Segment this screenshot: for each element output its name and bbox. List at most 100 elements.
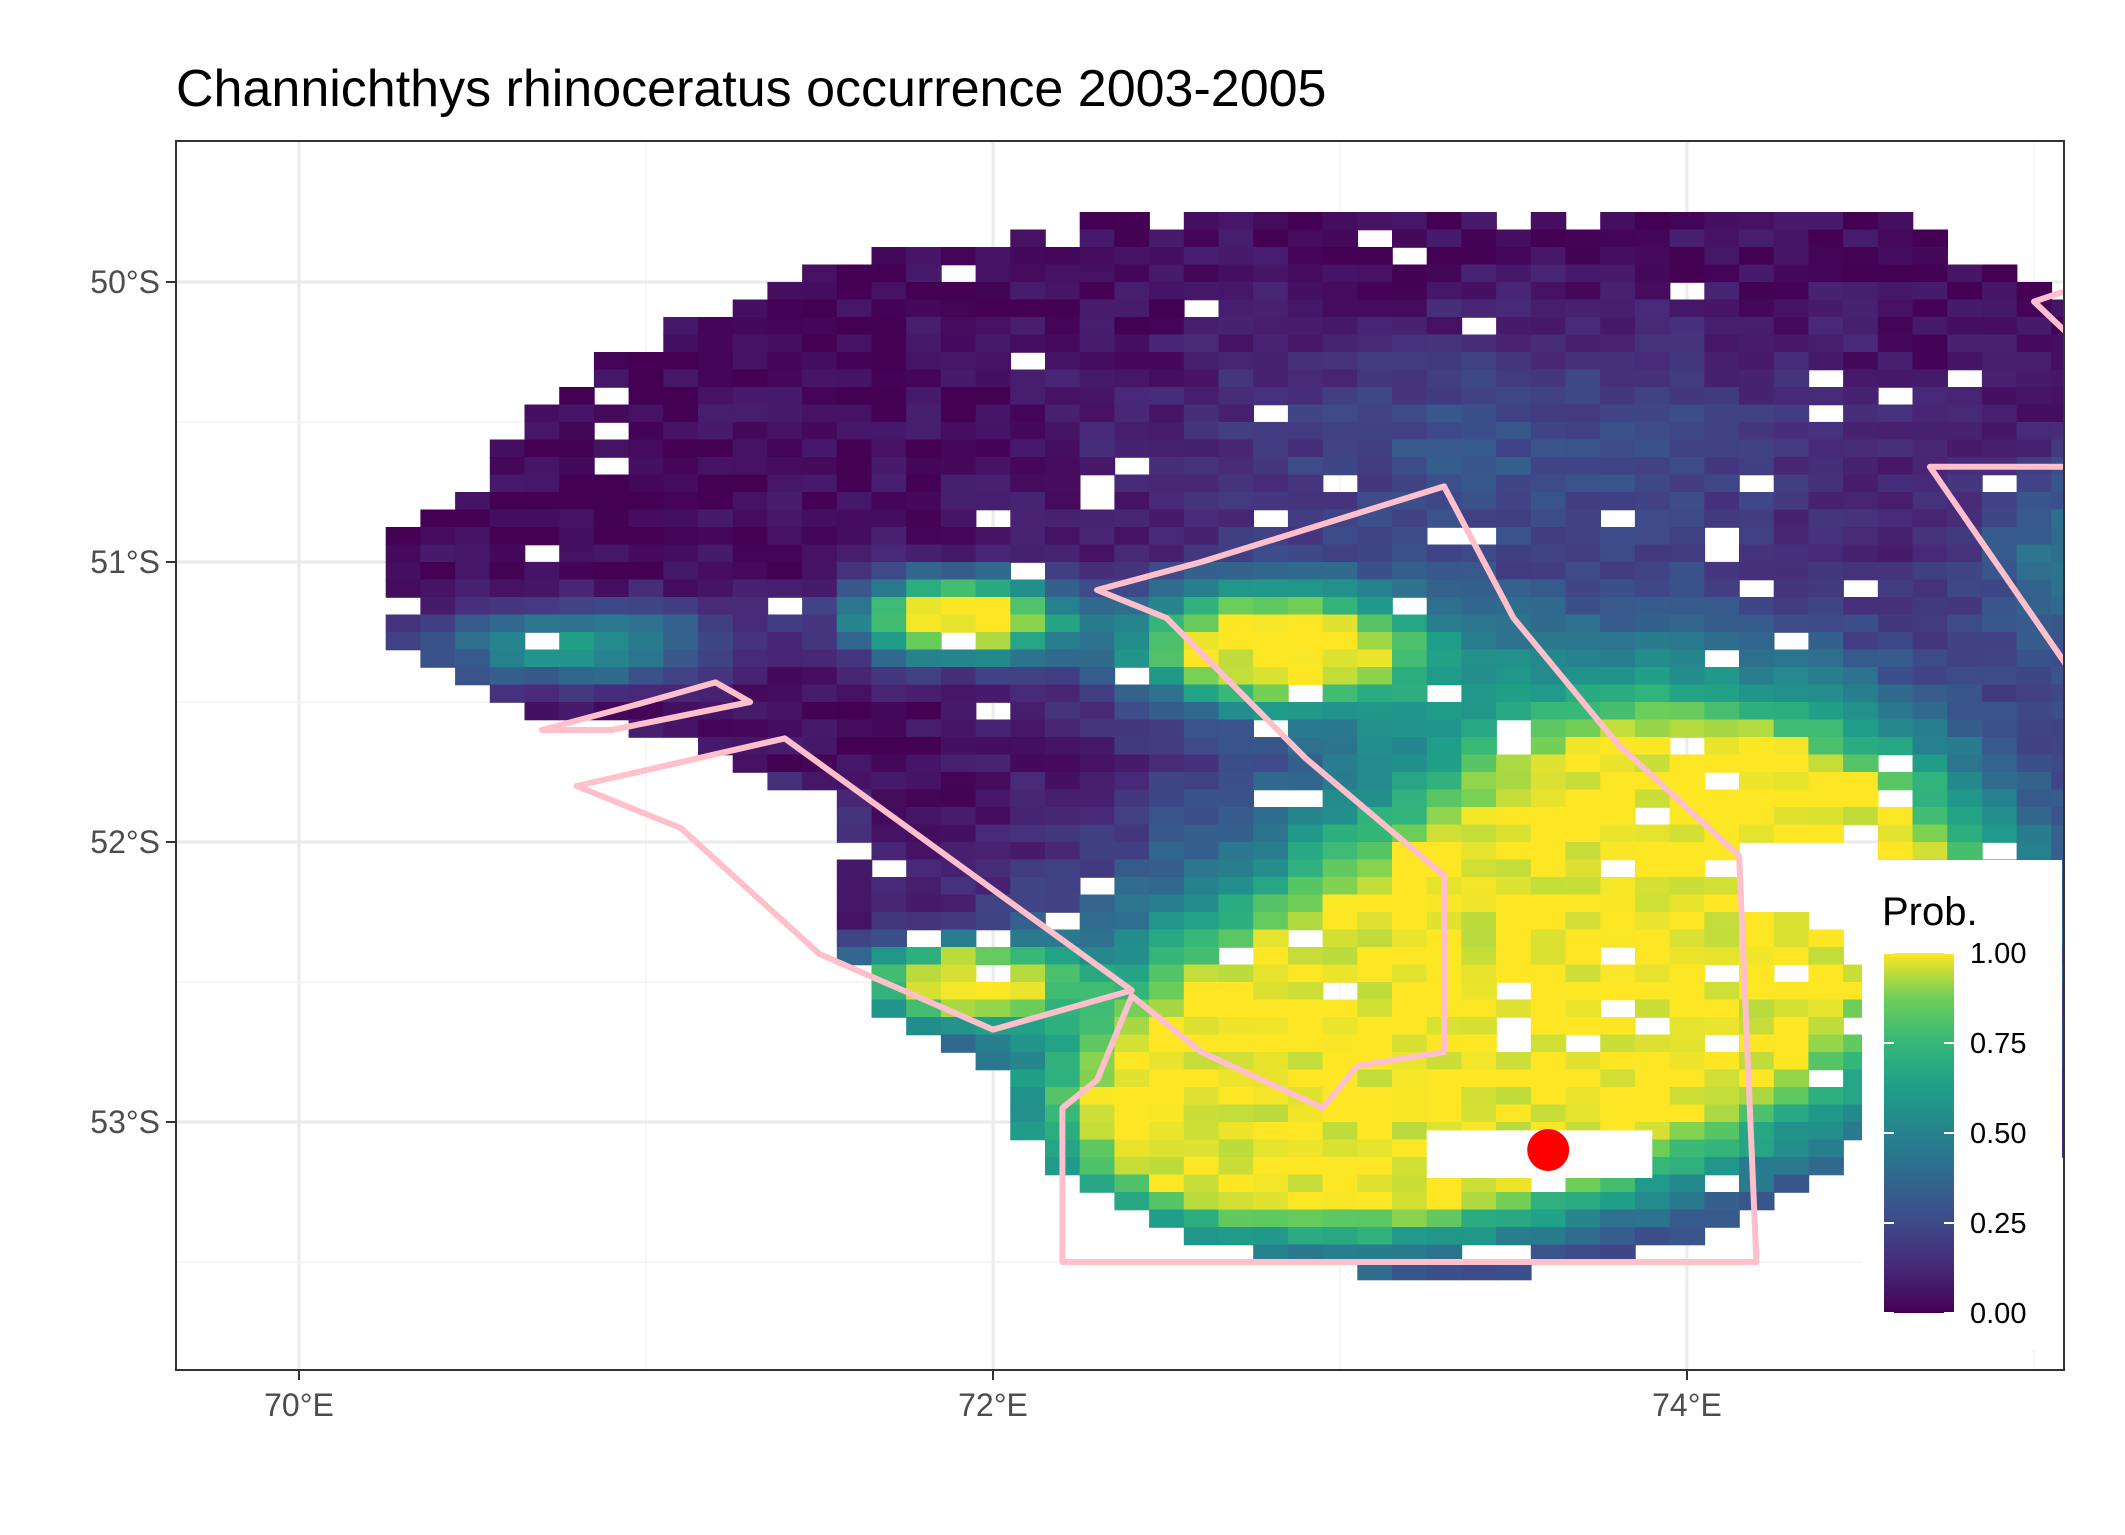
heatmap-cell [1773,1017,1810,1036]
heatmap-cell [1426,1262,1463,1281]
heatmap-cell [698,614,734,633]
heatmap-cell [1496,422,1532,441]
heatmap-cell [1426,457,1463,476]
heatmap-cell [871,667,907,686]
heatmap-cell [1565,1244,1601,1263]
heatmap-cell [1357,387,1393,406]
heatmap-cell [1704,1052,1740,1071]
heatmap-cell [940,614,977,633]
heatmap-cell [1912,789,1948,808]
heatmap-cell [2121,807,2125,825]
heatmap-cell [2016,492,2053,511]
heatmap-cell [2086,1052,2122,1070]
heatmap-cell [1045,964,1081,983]
heatmap-cell [1218,807,1254,826]
heatmap-cell [1253,562,1289,581]
heatmap-cell [698,422,734,441]
heatmap-cell [1392,737,1428,756]
heatmap-cell [2016,684,2053,703]
heatmap-cell [975,439,1012,458]
heatmap-cell [940,492,977,511]
heatmap-cell [1634,562,1671,581]
heatmap-cell [1183,457,1220,476]
heatmap-cell [1253,597,1289,616]
heatmap-cell [1669,754,1706,773]
heatmap-cell [836,614,873,633]
heatmap-cell [1704,1087,1740,1106]
heatmap-cell [1634,334,1671,353]
heatmap-cell [593,544,630,563]
heatmap-cell [906,509,942,528]
heatmap-cell [906,579,942,598]
heatmap-cell [1530,212,1567,231]
heatmap-cell [906,562,942,581]
heatmap-cell [2121,1140,2125,1158]
heatmap-cell [1669,859,1706,878]
heatmap-cell [1496,544,1532,563]
heatmap-cell [1357,614,1393,633]
heatmap-cell [871,877,907,896]
heatmap-cell [1808,824,1844,843]
heatmap-cell [1739,247,1775,266]
heatmap-cell [1981,807,2018,826]
area-outline [573,735,1135,1033]
heatmap-cell [1392,474,1428,493]
heatmap-cell [1322,579,1359,598]
heatmap-cell [1218,1034,1254,1053]
heatmap-cell [1045,842,1081,861]
heatmap-cell [1114,964,1150,983]
heatmap-cell [1426,719,1463,738]
heatmap-cell [2121,580,2125,598]
heatmap-cell [1114,264,1150,283]
heatmap-cell [1149,1052,1185,1071]
heatmap-cell [1253,317,1289,336]
heatmap-cell [975,527,1012,546]
heatmap-cell [1739,264,1775,283]
heatmap-cell [1739,947,1775,966]
heatmap-cell [559,597,595,616]
heatmap-cell [1912,597,1948,616]
heatmap-cell [1877,404,1914,423]
heatmap-cell [1565,614,1601,633]
heatmap-cell [1496,1087,1532,1106]
heatmap-cell [836,859,873,878]
heatmap-cell [1669,982,1706,1001]
heatmap-cell [1183,229,1220,248]
y-tick-label: 53°S [90,1104,160,1140]
heatmap-cell [1669,422,1706,441]
heatmap-cell [1149,474,1185,493]
heatmap-cell [1912,299,1948,318]
heatmap-cell [975,632,1012,651]
heatmap-cell [1739,1104,1775,1123]
heatmap-cell [1600,1244,1636,1263]
heatmap-cell [1426,772,1463,791]
heatmap-cell [1600,474,1636,493]
heatmap-cell [1843,352,1879,371]
heatmap-cell [767,702,803,721]
heatmap-cell [1565,859,1601,878]
heatmap-cell [1357,772,1393,791]
heatmap-cell [1218,579,1254,598]
heatmap-cell [2086,440,2122,458]
heatmap-cell [1079,1017,1116,1036]
heatmap-cell [1287,632,1324,651]
heatmap-cell [1634,247,1671,266]
heatmap-cell [1843,264,1879,283]
heatmap-cell [1287,614,1324,633]
heatmap-cell [698,632,734,651]
heatmap-cell [1981,352,2018,371]
heatmap-cell [1704,614,1740,633]
heatmap-cell [1877,229,1914,248]
heatmap-cell [2121,1000,2125,1018]
heatmap-cell [1287,702,1324,721]
heatmap-cell [385,632,422,651]
heatmap-cell [1600,1227,1636,1246]
heatmap-cell [1530,999,1567,1018]
heatmap-cell [1253,1034,1289,1053]
heatmap-cell [1149,1069,1185,1088]
heatmap-cell [1183,947,1220,966]
heatmap-cell [1843,509,1879,528]
heatmap-cell [663,404,699,423]
heatmap-cell [1634,317,1671,336]
heatmap-cell [1322,614,1359,633]
